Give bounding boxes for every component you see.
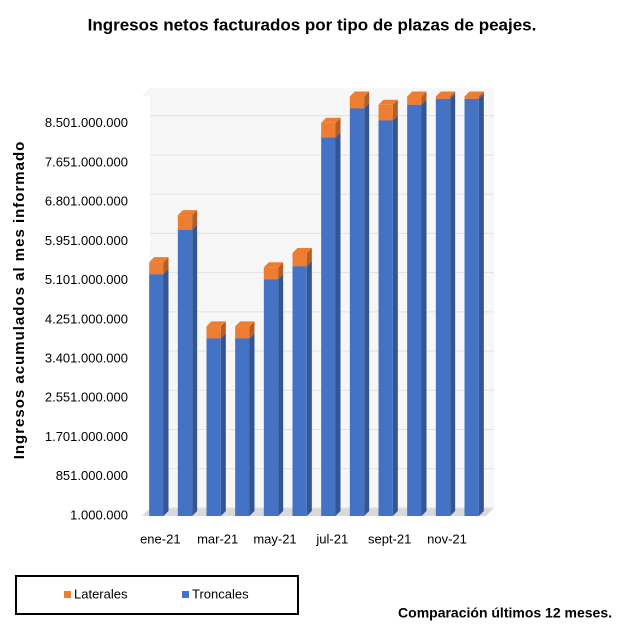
bar-side	[192, 224, 198, 516]
bar	[378, 104, 393, 121]
legend-label: Laterales	[74, 586, 128, 601]
y-tick-label: 6.801.000.000	[45, 194, 128, 209]
bar-side	[220, 321, 226, 339]
bar-side	[306, 261, 312, 516]
bar-side	[306, 247, 312, 267]
bar	[292, 266, 307, 516]
bar-top	[407, 91, 427, 97]
bar	[263, 279, 279, 516]
bar-side	[278, 274, 284, 516]
x-tick-label: mar-21	[197, 531, 238, 546]
bar-side	[220, 333, 226, 516]
chart-title: Ingresos netos facturados por tipo de pl…	[88, 15, 537, 34]
bar	[464, 98, 479, 517]
bar	[149, 262, 164, 275]
y-tick-label: 5.951.000.000	[45, 233, 128, 248]
bar-top	[464, 91, 484, 97]
y-tick-label: 851.000.000	[56, 468, 128, 483]
bar-top	[177, 210, 198, 216]
bar	[321, 122, 336, 138]
legend-box	[15, 575, 299, 615]
bar-side	[421, 99, 427, 516]
bar-side	[421, 91, 427, 105]
y-tick-label: 8.501.000.000	[45, 115, 128, 130]
bar-side	[364, 103, 370, 517]
bar-top	[263, 262, 284, 268]
floor	[142, 508, 494, 516]
bar-top	[292, 247, 312, 253]
y-tick-label: 5.101.000.000	[45, 272, 128, 287]
y-tick-label: 1.701.000.000	[45, 429, 128, 444]
legend-swatch	[182, 591, 189, 598]
x-tick-label: may-21	[253, 531, 296, 546]
x-tick-label: nov-21	[427, 531, 467, 546]
y-axis-label: Ingresos acumulados al mes informado	[11, 141, 28, 460]
bar-side	[249, 333, 255, 516]
bar-side	[278, 262, 284, 280]
bar	[206, 338, 221, 516]
bar-side	[192, 210, 198, 230]
bar-side	[335, 117, 341, 138]
bar	[177, 229, 193, 516]
bar	[235, 338, 250, 516]
bar-side	[392, 99, 398, 121]
bar	[407, 104, 422, 516]
bar-side	[163, 269, 169, 516]
bar-side	[392, 115, 398, 516]
bar-side	[163, 257, 169, 275]
x-tick-label: jul-21	[315, 531, 348, 546]
bar	[206, 326, 221, 339]
bar	[149, 274, 164, 516]
bar-side	[450, 93, 456, 517]
bar-top	[206, 321, 226, 327]
bar-side	[478, 93, 484, 517]
bar	[321, 137, 336, 516]
bar	[263, 267, 279, 280]
bar-top	[378, 99, 398, 105]
bar-top	[235, 321, 255, 327]
y-tick-label: 3.401.000.000	[45, 350, 128, 365]
bar-top	[149, 257, 169, 263]
y-tick-label: 2.551.000.000	[45, 390, 128, 405]
note: Comparación últimos 12 meses.	[398, 605, 612, 621]
bar	[435, 98, 451, 517]
bar-side	[478, 91, 484, 99]
y-tick-label: 1.000.000	[70, 507, 128, 522]
bar	[464, 96, 479, 99]
bar-side	[364, 91, 370, 109]
bar	[407, 96, 422, 105]
x-tick-label: sept-21	[368, 531, 411, 546]
legend-swatch	[64, 591, 71, 598]
bar	[378, 120, 393, 516]
bar	[292, 252, 307, 267]
legend-label: Troncales	[192, 586, 249, 601]
bar	[235, 326, 250, 339]
bar-side	[450, 91, 456, 99]
bar-side	[249, 321, 255, 339]
bar	[177, 215, 193, 230]
x-tick-label: ene-21	[140, 531, 180, 546]
bar-side	[335, 132, 341, 516]
bar-top	[349, 91, 370, 97]
y-tick-label: 4.251.000.000	[45, 311, 128, 326]
bar	[435, 96, 451, 99]
y-tick-label: 7.651.000.000	[45, 154, 128, 169]
bar	[349, 96, 365, 109]
bar-top	[321, 117, 341, 123]
bar-top	[435, 91, 456, 97]
bar	[349, 108, 365, 517]
